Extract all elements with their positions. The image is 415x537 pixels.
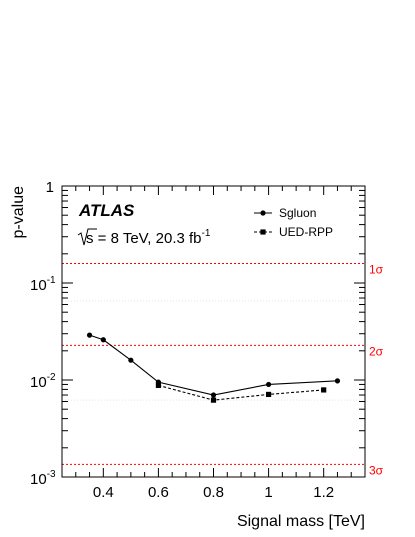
series-line-ued-rpp <box>158 384 324 401</box>
energy-sqrt-var: s <box>86 230 94 247</box>
y-axis-title: p-value <box>10 186 27 239</box>
data-point <box>265 391 272 398</box>
data-point <box>86 332 93 338</box>
legend-label: Sgluon <box>279 206 316 220</box>
y-tick-label: 10-1 <box>30 275 56 294</box>
x-axis-title: Signal mass [TeV] <box>237 513 365 530</box>
data-series <box>86 332 341 403</box>
energy-text: s = 8 TeV, 20.3 fb-1 <box>86 228 211 247</box>
y-tick-label: 1 <box>46 179 54 196</box>
energy-label: s = 8 TeV, 20.3 fb-1 <box>77 228 211 247</box>
data-point <box>334 378 341 384</box>
data-point <box>265 381 272 388</box>
y-tick-label: 10-3 <box>30 469 56 488</box>
x-tick-label: 1.2 <box>313 484 334 501</box>
sqrt-sign <box>77 228 97 246</box>
y-tick-label: 10-2 <box>30 372 56 391</box>
faint-gridlines <box>62 300 365 401</box>
atlas-label: ATLAS <box>78 201 135 220</box>
significance-label: 1σ <box>369 263 384 277</box>
data-point <box>321 387 327 393</box>
energy-superscript: -1 <box>202 228 211 239</box>
energy-value: = 8 TeV, 20.3 fb <box>94 230 202 247</box>
data-point <box>100 337 106 343</box>
significance-label: 3σ <box>369 463 384 477</box>
legend: Sgluon UED-RPP <box>254 206 333 239</box>
significance-lines: 1σ 2σ 3σ <box>62 263 384 477</box>
legend-label: UED-RPP <box>279 225 333 239</box>
significance-label: 2σ <box>369 344 384 358</box>
x-tick-label: 1 <box>264 484 272 501</box>
data-point <box>155 382 162 388</box>
data-point <box>210 397 217 403</box>
data-point <box>128 357 134 363</box>
legend-marker <box>260 210 266 216</box>
series-line-sgluon <box>89 334 338 396</box>
axis-ticks: 0.4 0.6 0.8 1 1.2 10-3 10-2 10-1 1 <box>30 179 365 501</box>
legend-marker <box>260 229 266 235</box>
x-tick-label: 0.6 <box>148 484 169 501</box>
x-tick-label: 0.8 <box>203 484 224 501</box>
data-point <box>210 392 217 398</box>
x-tick-label: 0.4 <box>93 484 114 501</box>
